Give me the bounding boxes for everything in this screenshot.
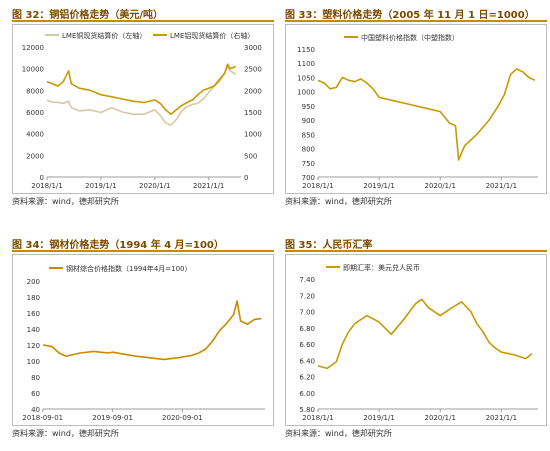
panel-rmb: 图 35：人民币汇率 5.80 6.00 6.20 6.40 6.60 6.80 7.00 7…: [285, 236, 547, 448]
y-tick-label: 0: [40, 174, 44, 182]
panel-plastic: 图 33：塑料价格走势（2005 年 11 月 1 日=1000） 700 750…: [285, 6, 547, 216]
y-tick-label: 10000: [22, 66, 44, 74]
y-tick-label: 80: [31, 374, 40, 382]
chart-copper-aluminum: 0 2000 4000 6000 8000 10000 12000 0 500 1000 1500 2…: [22, 31, 262, 190]
legend-label: 即期汇率：美元兑人民币: [343, 263, 420, 272]
legend-label: 中国塑料价格指数（中塑指数）: [361, 33, 459, 42]
series-line-0: [42, 300, 262, 361]
x-tick-label: 2019/1/1: [85, 182, 116, 190]
y2-tick-label: 2000: [244, 87, 262, 95]
y-tick-label: 1050: [297, 74, 315, 82]
y2-tick-label: 500: [244, 152, 257, 160]
y-tick-label: 950: [302, 103, 315, 111]
x-tick-label: 2020/1/1: [139, 182, 170, 190]
x-tick-label: 2020-09-01: [162, 414, 203, 422]
title-divider: [12, 250, 274, 252]
y-tick-label: 6000: [26, 109, 44, 117]
x-tick-label: 2021/1/1: [486, 414, 517, 422]
y2-tick-label: 0: [244, 174, 248, 182]
y-tick-label: 850: [302, 131, 315, 139]
x-tick-label: 2018-09-01: [22, 414, 63, 422]
x-tick-label: 2018/1/1: [31, 182, 62, 190]
y-tick-label: 6.20: [299, 374, 315, 382]
y-tick-label: 700: [302, 174, 315, 182]
chart-frame: 0 2000 4000 6000 8000 10000 12000 0 500 1000 1500 2…: [12, 24, 274, 194]
x-tick-label: 2021/1/1: [486, 182, 517, 190]
y-tick-label: 12000: [22, 44, 44, 52]
y-tick-label: 7.40: [299, 276, 315, 284]
y-tick-label: 6.60: [299, 341, 315, 349]
y-tick-label: 900: [302, 117, 315, 125]
x-tick-label: 2020/1/1: [424, 414, 455, 422]
y-tick-label: 180: [27, 294, 40, 302]
title-divider: [285, 20, 547, 22]
y-tick-label: 120: [27, 342, 40, 350]
series-line-0: [46, 65, 237, 126]
x-tick-label: 2021/1/1: [193, 182, 224, 190]
y-tick-label: 4000: [26, 131, 44, 139]
panel-copper-aluminum: 图 32：铜铝价格走势（美元/吨） 0 2000 4000 6000 8000 10000…: [12, 6, 274, 216]
source-note: 资料来源：wind，德邦研究所: [285, 429, 392, 438]
y-tick-label: 160: [27, 310, 40, 318]
y-tick-label: 5.80: [299, 406, 315, 414]
chart-frame: 5.80 6.00 6.20 6.40 6.60 6.80 7.00 7.20 7.40 2018…: [285, 254, 547, 426]
y2-tick-label: 1500: [244, 109, 262, 117]
chart-rmb: 5.80 6.00 6.20 6.40 6.60 6.80 7.00 7.20 7.40 2018…: [299, 263, 538, 422]
panel-title: 图 32：铜铝价格走势（美元/吨）: [12, 10, 164, 21]
title-divider: [285, 250, 547, 252]
panel-title: 图 33：塑料价格走势（2005 年 11 月 1 日=1000）: [285, 10, 535, 21]
panel-title: 图 34：钢材价格走势（1994 年 4 月=100）: [12, 240, 224, 251]
chart-steel: 40 60 80 100 120 140 160 180 200 2018-09-01 2019-0…: [22, 264, 265, 422]
y2-tick-label: 2500: [244, 66, 262, 74]
y-tick-label: 100: [27, 358, 40, 366]
chart-frame: 700 750 800 850 900 950 1000 1050 1100 1150 2018/1…: [285, 24, 547, 194]
legend-label: 钢材综合价格指数（1994年4月=100）: [66, 264, 192, 273]
source-note: 资料来源：wind，德邦研究所: [12, 197, 119, 206]
y-tick-label: 800: [302, 146, 315, 154]
legend-label: LME铜现货结算价（左轴）: [62, 31, 146, 40]
source-note: 资料来源：wind，德邦研究所: [12, 429, 119, 438]
y-tick-label: 6.80: [299, 325, 315, 333]
x-tick-label: 2020/1/1: [424, 182, 455, 190]
y-tick-label: 6.00: [299, 390, 315, 398]
y-tick-label: 140: [27, 326, 40, 334]
y-tick-label: 2000: [26, 152, 44, 160]
y-tick-label: 750: [302, 160, 315, 168]
chart-frame: 40 60 80 100 120 140 160 180 200 2018-09-01 2019-0…: [12, 254, 274, 426]
panel-title: 图 35：人民币汇率: [285, 240, 373, 251]
x-tick-label: 2019-09-01: [92, 414, 133, 422]
series-line-1: [46, 63, 236, 115]
panel-steel: 图 34：钢材价格走势（1994 年 4 月=100） 40 60 80 100 120…: [12, 236, 274, 448]
y2-tick-label: 3000: [244, 44, 262, 52]
source-note: 资料来源：wind，德邦研究所: [285, 197, 392, 206]
series-line-0: [317, 68, 536, 161]
y-tick-label: 60: [31, 390, 40, 398]
y-tick-label: 7.20: [299, 292, 315, 300]
y-tick-label: 200: [27, 278, 40, 286]
y-tick-label: 7.00: [299, 309, 315, 317]
x-tick-label: 2018/1/1: [302, 414, 333, 422]
y2-tick-label: 1000: [244, 131, 262, 139]
chart-plastic: 700 750 800 850 900 950 1000 1050 1100 1150 2018/1…: [297, 33, 538, 190]
y-tick-label: 1000: [297, 89, 315, 97]
series-line-0: [317, 298, 533, 370]
x-tick-label: 2019/1/1: [363, 414, 394, 422]
x-tick-label: 2019/1/1: [363, 182, 394, 190]
y-tick-label: 40: [31, 406, 40, 414]
y-tick-label: 1150: [297, 46, 315, 54]
title-divider: [12, 20, 274, 22]
y-tick-label: 8000: [26, 87, 44, 95]
x-tick-label: 2018/1/1: [302, 182, 333, 190]
y-tick-label: 6.40: [299, 357, 315, 365]
legend-label: LME铝现货结算价（右轴）: [170, 31, 254, 40]
y-tick-label: 1100: [297, 60, 315, 68]
